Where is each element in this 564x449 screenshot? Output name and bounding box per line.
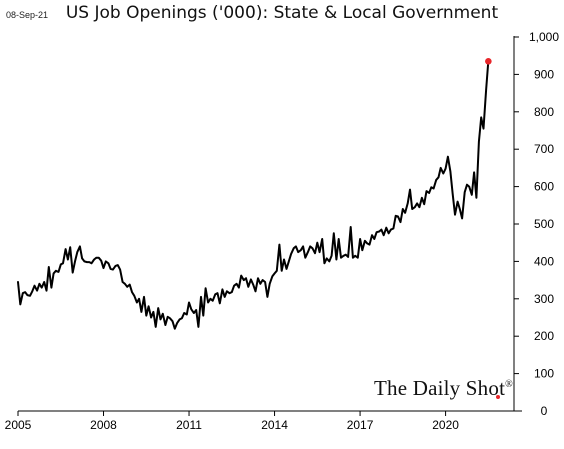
y-tick-label: 100 <box>534 367 554 381</box>
watermark-text: The Daily Shot <box>374 376 506 400</box>
chart-title: US Job Openings ('000): State & Local Go… <box>65 3 499 23</box>
latest-value-marker <box>485 58 492 65</box>
watermark-registered-mark: ® <box>505 379 513 390</box>
y-tick-label: 200 <box>534 329 554 343</box>
x-tick-label: 2005 <box>5 418 32 432</box>
x-tick-label: 2017 <box>347 418 374 432</box>
y-tick-label: 1,000 <box>529 30 559 44</box>
y-tick-label: 0 <box>541 404 548 418</box>
y-tick-label: 800 <box>534 105 554 119</box>
watermark-logo: The Daily Shot® <box>374 376 513 401</box>
date-stamp: 08-Sep-21 <box>6 10 49 20</box>
y-tick-label: 700 <box>534 142 554 156</box>
y-tick-label: 300 <box>534 292 554 306</box>
x-tick-label: 2008 <box>90 418 117 432</box>
x-tick-label: 2014 <box>261 418 288 432</box>
x-tick-label: 2011 <box>176 418 202 432</box>
y-tick-label: 600 <box>534 180 554 194</box>
y-tick-label: 400 <box>534 254 554 268</box>
x-tick-label: 2020 <box>432 418 459 432</box>
series-line <box>17 60 490 330</box>
watermark-dot-icon <box>496 395 500 399</box>
y-tick-label: 500 <box>534 217 554 231</box>
y-tick-label: 900 <box>534 67 554 81</box>
